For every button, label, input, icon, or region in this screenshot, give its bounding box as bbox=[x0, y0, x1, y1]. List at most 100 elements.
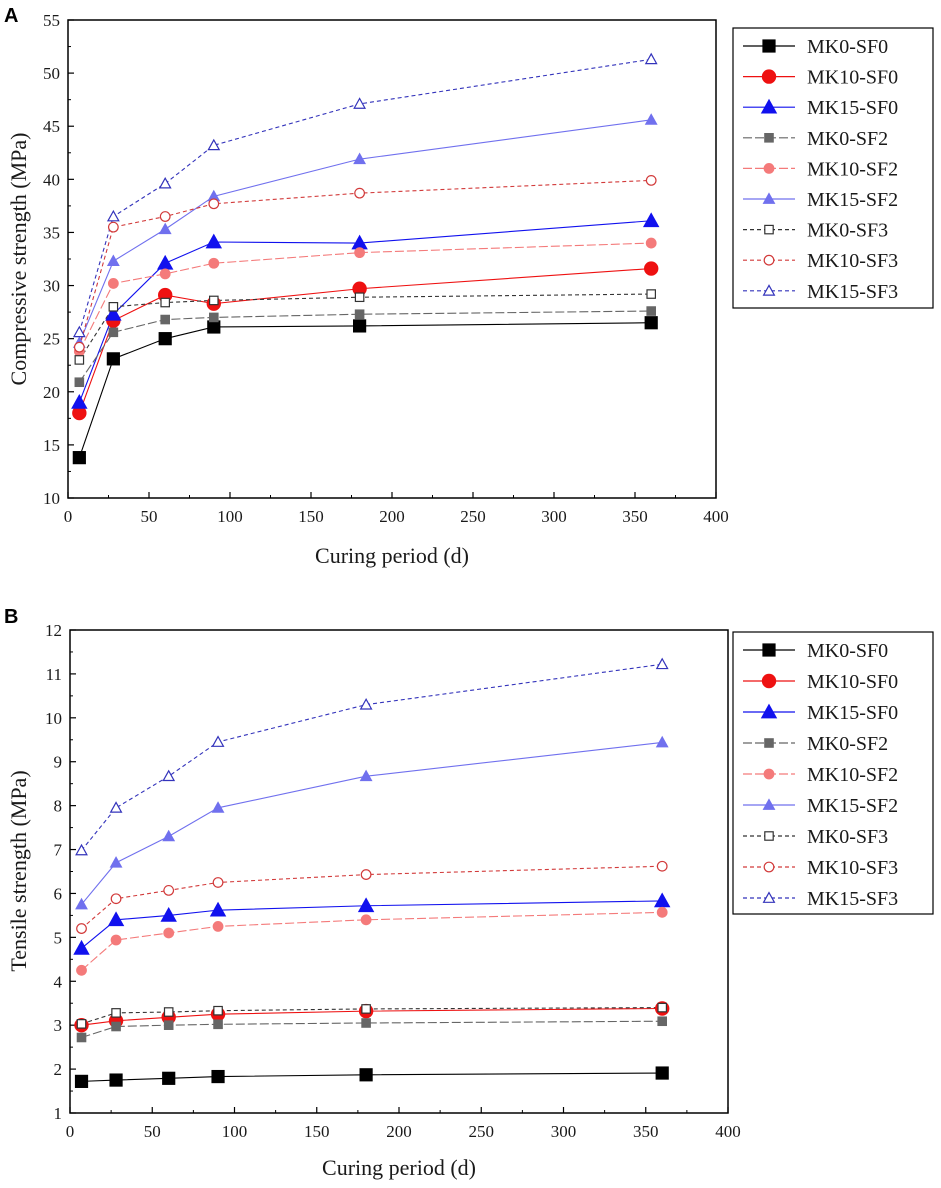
series-line-mk10-sf3 bbox=[81, 865, 663, 929]
data-point-mk10-sf2 bbox=[163, 927, 175, 939]
legend-label: MK0-SF0 bbox=[807, 36, 888, 58]
data-point-mk15-sf3 bbox=[353, 97, 367, 109]
data-point-mk15-sf2 bbox=[106, 254, 120, 267]
panel-a-legend: MK0-SF0 MK10-SF0 MK15-SF0 MK0-SF2 MK10-SF2 MK… bbox=[743, 36, 898, 303]
legend-marker bbox=[763, 861, 775, 873]
panel-b-series bbox=[73, 657, 671, 1088]
data-point-mk10-sf3 bbox=[107, 221, 119, 233]
x-tick-label: 200 bbox=[386, 1122, 412, 1141]
data-point-mk15-sf2 bbox=[162, 829, 176, 842]
panel-a-label: A bbox=[4, 5, 18, 27]
x-tick-label: 350 bbox=[622, 507, 648, 526]
data-point-mk0-sf3 bbox=[213, 1005, 223, 1016]
data-point-mk0-sf0 bbox=[162, 1071, 176, 1085]
y-tick-label: 12 bbox=[45, 621, 62, 640]
x-tick-label: 0 bbox=[66, 1122, 75, 1141]
data-point-mk0-sf0 bbox=[158, 332, 172, 346]
x-tick-label: 200 bbox=[379, 507, 405, 526]
y-tick-label: 3 bbox=[54, 1016, 63, 1035]
data-point-mk0-sf0 bbox=[74, 1074, 89, 1088]
data-point-mk15-sf0 bbox=[357, 897, 375, 913]
y-tick-label: 25 bbox=[43, 330, 60, 349]
legend-marker bbox=[762, 284, 776, 296]
data-point-mk15-sf3 bbox=[158, 176, 172, 189]
x-tick-label: 250 bbox=[460, 507, 486, 526]
legend-marker bbox=[763, 768, 775, 780]
legend-label: MK10-SF3 bbox=[807, 250, 898, 272]
data-point-mk15-sf3 bbox=[106, 209, 120, 222]
data-point-mk10-sf3 bbox=[163, 884, 175, 896]
series-line-mk0-sf3 bbox=[78, 293, 652, 361]
legend-label: MK15-SF2 bbox=[807, 189, 898, 211]
legend-marker bbox=[764, 224, 774, 235]
y-tick-label: 40 bbox=[43, 170, 60, 189]
series-line-mk0-sf2 bbox=[78, 310, 652, 383]
data-point-mk0-sf3 bbox=[160, 297, 170, 308]
x-tick-label: 350 bbox=[633, 1122, 659, 1141]
data-point-mk15-sf2 bbox=[655, 735, 669, 748]
data-point-mk10-sf2 bbox=[354, 247, 366, 259]
data-point-mk0-sf0 bbox=[207, 320, 221, 334]
data-point-mk15-sf3 bbox=[211, 735, 225, 747]
data-point-mk0-sf0 bbox=[644, 316, 658, 330]
legend-label: MK10-SF2 bbox=[807, 158, 898, 180]
series-line-mk10-sf2 bbox=[81, 911, 663, 971]
data-point-mk15-sf2 bbox=[109, 856, 123, 868]
data-point-mk0-sf2 bbox=[163, 1020, 174, 1030]
data-point-mk15-sf3 bbox=[75, 843, 88, 856]
y-tick-label: 10 bbox=[43, 489, 60, 508]
legend-marker bbox=[761, 673, 777, 689]
series-line-mk0-sf2 bbox=[81, 1020, 663, 1039]
data-point-mk10-sf2 bbox=[360, 914, 372, 926]
series-line-mk10-sf0 bbox=[78, 268, 652, 414]
data-point-mk10-sf2 bbox=[645, 237, 657, 249]
y-tick-label: 4 bbox=[54, 972, 63, 991]
legend-marker bbox=[762, 891, 776, 903]
data-point-mk15-sf3 bbox=[109, 801, 123, 813]
data-point-mk0-sf0 bbox=[211, 1069, 225, 1084]
legend-label: MK15-SF0 bbox=[807, 97, 898, 119]
x-tick-label: 100 bbox=[217, 507, 243, 526]
data-point-mk10-sf2 bbox=[212, 920, 224, 932]
data-point-mk0-sf3 bbox=[657, 1002, 667, 1013]
series-line-mk15-sf3 bbox=[81, 663, 663, 851]
data-point-mk15-sf0 bbox=[160, 906, 177, 922]
legend-label: MK15-SF3 bbox=[807, 888, 898, 910]
data-point-mk0-sf3 bbox=[646, 289, 656, 299]
data-point-mk15-sf0 bbox=[73, 939, 90, 955]
x-tick-label: 250 bbox=[469, 1122, 495, 1141]
data-point-mk10-sf3 bbox=[354, 187, 366, 199]
data-point-mk0-sf3 bbox=[354, 292, 365, 303]
y-tick-label: 10 bbox=[45, 709, 62, 728]
panel-a-series bbox=[71, 52, 660, 465]
series-line-mk10-sf2 bbox=[78, 242, 652, 352]
data-point-mk0-sf3 bbox=[209, 295, 219, 306]
series-line-mk15-sf2 bbox=[81, 741, 663, 905]
data-point-mk15-sf3 bbox=[644, 52, 658, 65]
legend-label: MK0-SF2 bbox=[807, 733, 888, 755]
y-tick-label: 6 bbox=[54, 884, 63, 903]
data-point-mk0-sf3 bbox=[108, 302, 119, 312]
legend-label: MK0-SF0 bbox=[807, 640, 888, 662]
panel-b-label: B bbox=[4, 606, 18, 628]
data-point-mk10-sf3 bbox=[76, 923, 87, 934]
data-point-mk15-sf3 bbox=[655, 657, 669, 670]
y-tick-label: 15 bbox=[43, 436, 60, 455]
data-point-mk15-sf0 bbox=[107, 911, 125, 927]
data-point-mk15-sf3 bbox=[72, 325, 86, 338]
y-tick-label: 50 bbox=[43, 64, 60, 83]
series-line-mk15-sf0 bbox=[78, 220, 652, 403]
data-point-mk15-sf3 bbox=[162, 769, 176, 782]
data-point-mk10-sf2 bbox=[208, 257, 220, 269]
data-point-mk0-sf2 bbox=[160, 314, 170, 325]
data-point-mk0-sf2 bbox=[209, 312, 219, 323]
y-tick-label: 7 bbox=[54, 841, 63, 860]
legend-marker bbox=[760, 98, 778, 114]
data-point-mk0-sf0 bbox=[359, 1068, 373, 1082]
x-tick-label: 0 bbox=[64, 507, 73, 526]
panel-a-x-ticks: 0 50 100 150 200 250 300 350 400 bbox=[64, 492, 729, 526]
series-line-mk0-sf3 bbox=[81, 1007, 663, 1025]
legend-marker bbox=[764, 738, 774, 748]
series-line-mk10-sf3 bbox=[78, 179, 652, 348]
